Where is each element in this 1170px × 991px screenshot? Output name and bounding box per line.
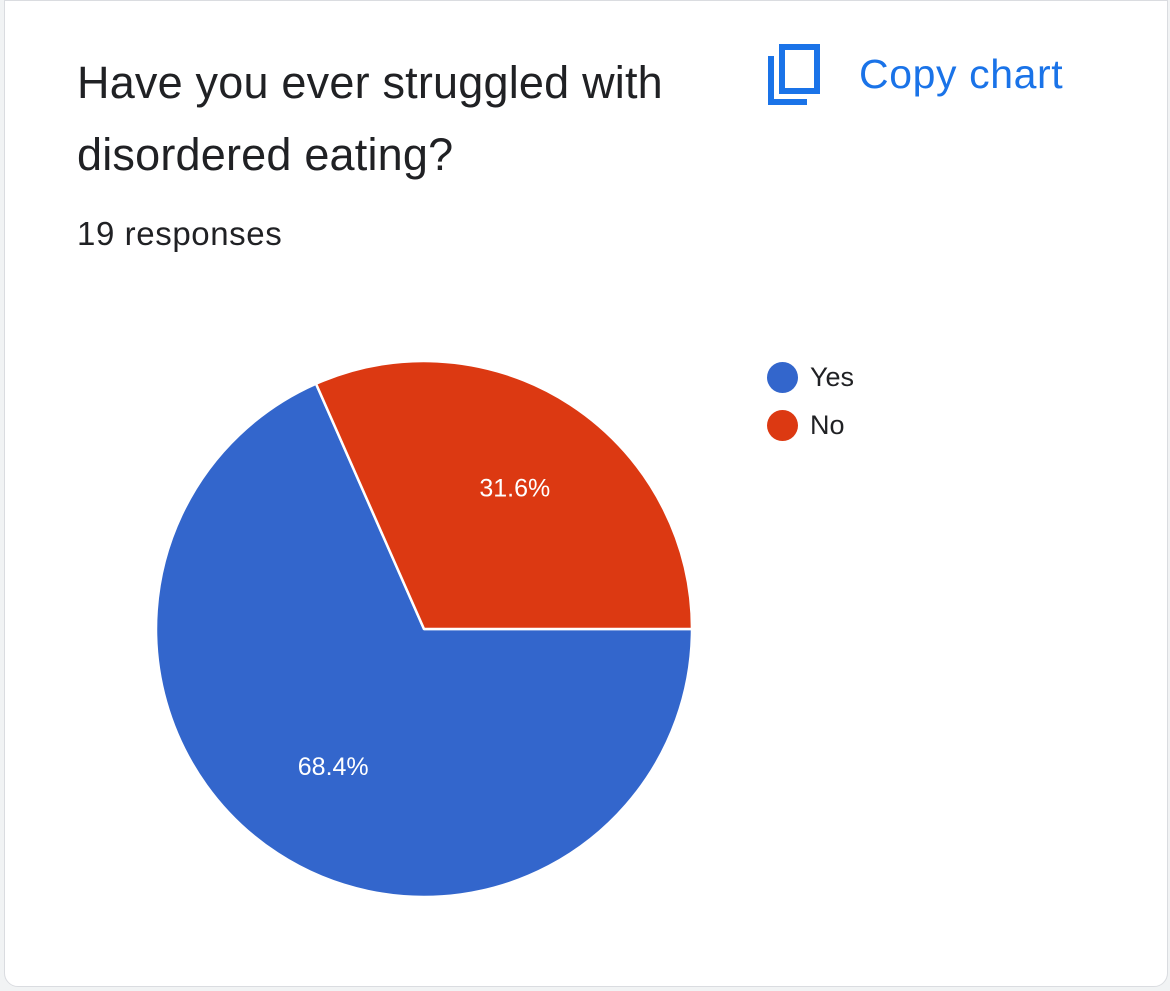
- pie-chart: 68.4% 31.6%: [154, 359, 694, 899]
- pie-slice-no[interactable]: [314, 359, 694, 631]
- question-title: Have you ever struggled with disordered …: [77, 57, 663, 180]
- copy-chart-button[interactable]: Copy chart: [767, 39, 1063, 109]
- pie-label-no: 31.6%: [479, 474, 550, 502]
- legend-swatch-no: [767, 409, 798, 441]
- pie-label-yes: 68.4%: [298, 753, 369, 781]
- response-count: 19 responses: [77, 215, 283, 252]
- copy-chart-label: Copy chart: [859, 50, 1064, 97]
- legend-swatch-yes: [767, 361, 798, 393]
- pie-slice-yes[interactable]: [154, 382, 694, 899]
- legend-label-yes: Yes: [810, 361, 855, 392]
- copy-icon: [767, 42, 823, 106]
- chart-card: Have you ever struggled with disordered …: [4, 0, 1168, 987]
- chart-legend: Yes No: [767, 353, 854, 449]
- legend-label-no: No: [810, 409, 845, 440]
- legend-item-no[interactable]: No: [767, 401, 854, 449]
- legend-item-yes[interactable]: Yes: [767, 353, 854, 401]
